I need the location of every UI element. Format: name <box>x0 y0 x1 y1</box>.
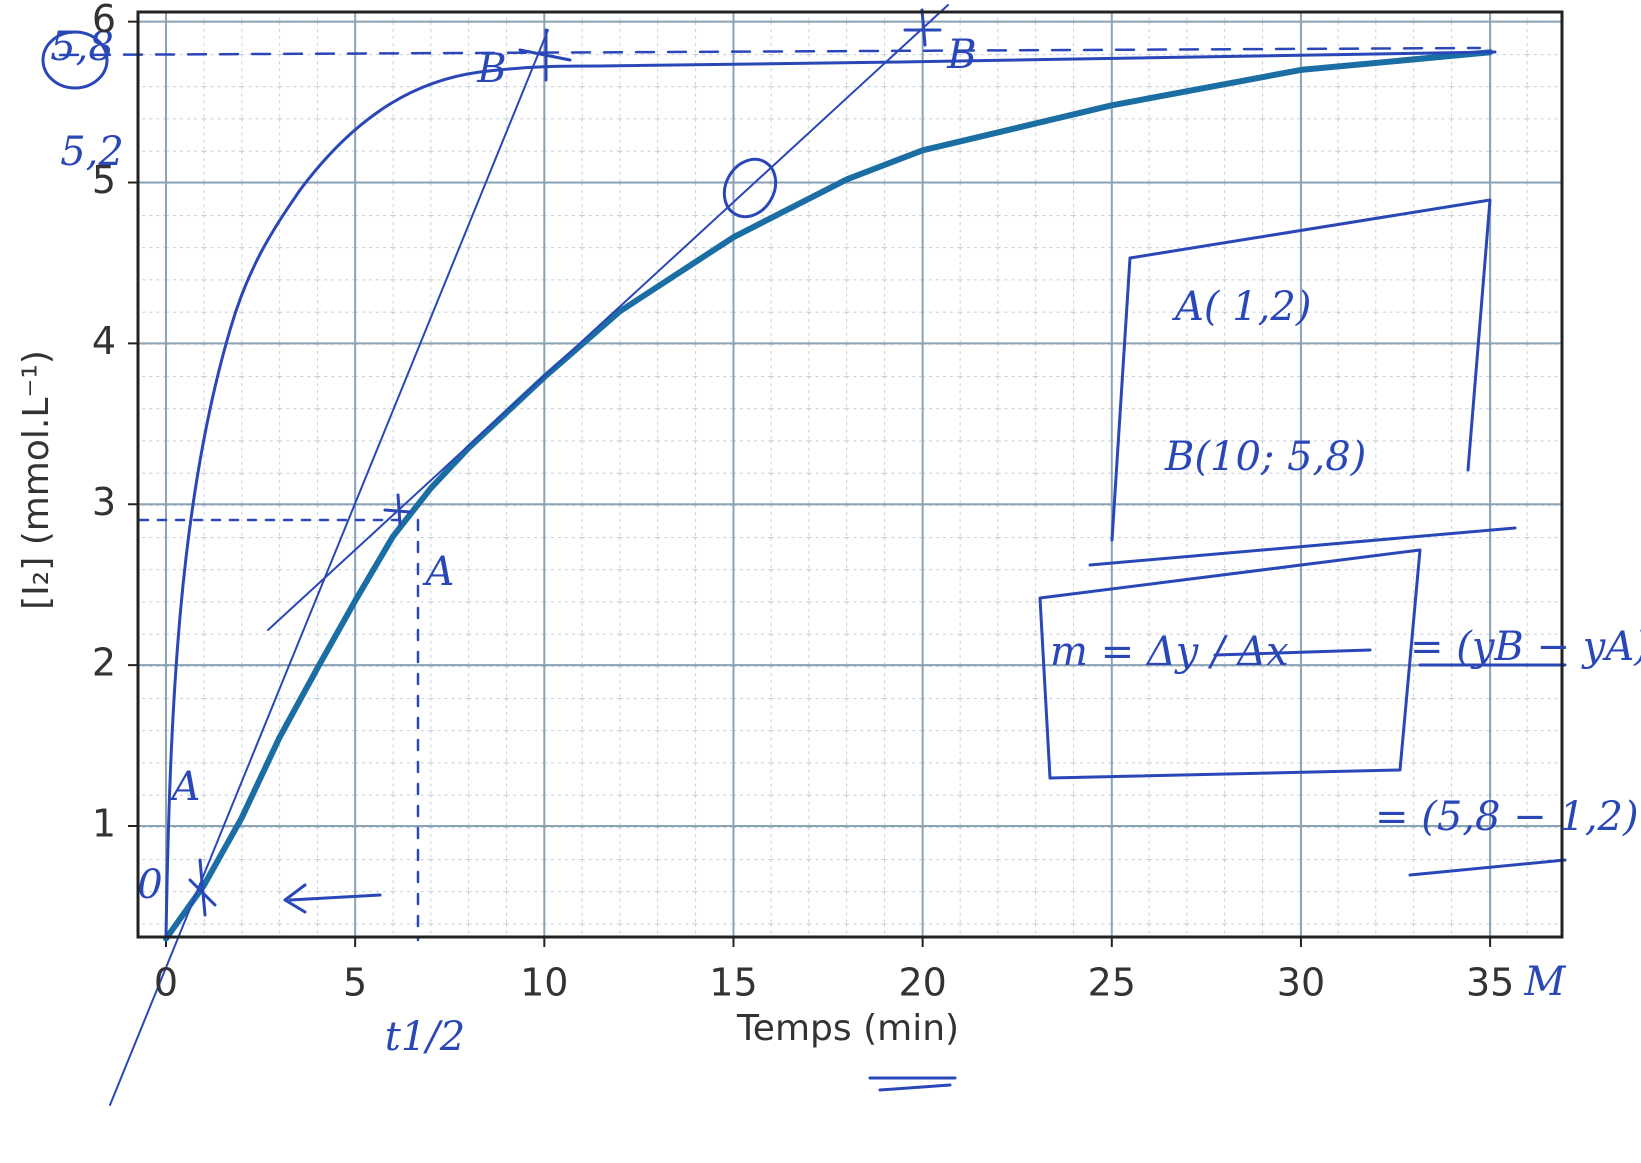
annotation: A <box>168 764 201 810</box>
annotation: B(10; 5,8) <box>1164 434 1366 480</box>
hand-drawing <box>41 4 1567 1106</box>
annotation: = (yB − yA) / (xB − xA) <box>1410 624 1641 670</box>
x-tick-label: 15 <box>709 961 757 1005</box>
box <box>1088 198 1517 567</box>
minor-grid <box>138 12 1562 937</box>
box <box>1038 548 1422 780</box>
annotation: M <box>1524 959 1567 1005</box>
plot <box>162 49 1494 942</box>
x-tick-label: 25 <box>1088 961 1136 1005</box>
x-tick-label: 30 <box>1277 961 1325 1005</box>
annotation: B <box>946 32 976 78</box>
stroke <box>868 648 1567 1092</box>
arrow <box>283 883 382 914</box>
circle-mark <box>41 30 109 90</box>
annotation: t1/2 <box>385 1014 465 1060</box>
annotation: 5,8 <box>50 24 114 70</box>
annotation: m = Δy / Δx <box>1050 629 1289 675</box>
plot-frame <box>136 10 1564 939</box>
y-tick-label: 1 <box>92 802 116 846</box>
cross-mark <box>188 8 942 917</box>
circle-mark <box>722 157 778 219</box>
annotation: 5,2 <box>60 129 124 175</box>
tangent-line <box>109 29 549 1106</box>
y-tick-label: 6 <box>92 0 116 41</box>
annotation: B <box>476 46 506 92</box>
x-tick-label: 0 <box>154 961 178 1005</box>
dashed-line <box>58 46 1482 57</box>
hand-curve <box>164 50 1497 939</box>
x-tick-label: 5 <box>343 961 367 1005</box>
tangent-line <box>267 4 949 631</box>
annotation: A <box>422 549 455 595</box>
y-tick-label: 2 <box>92 641 116 685</box>
y-tick-label: 5 <box>92 158 116 202</box>
y-axis-title: [I₂] (mmol.L⁻¹) <box>16 350 57 610</box>
y-tick-label: 3 <box>92 480 116 524</box>
x-tick-label: 35 <box>1466 961 1514 1005</box>
annotation: = (5,8 − 1,2) / (10 − 1) <box>1375 794 1641 840</box>
y-tick-label: 4 <box>92 319 116 363</box>
x-axis-title: Temps (min) <box>736 1008 959 1049</box>
x-tick-label: 20 <box>898 961 946 1005</box>
data-line <box>162 49 1494 942</box>
annotation: A( 1,2) <box>1171 284 1311 330</box>
x-tick-label: 10 <box>520 961 568 1005</box>
annotations: 5,8 5,2 B B A A 0 t1/2 A( 1,2) B(10; 5,8) m = Δy /… <box>50 24 1641 1060</box>
annotation: 0 <box>137 862 162 908</box>
grid <box>128 12 1562 947</box>
